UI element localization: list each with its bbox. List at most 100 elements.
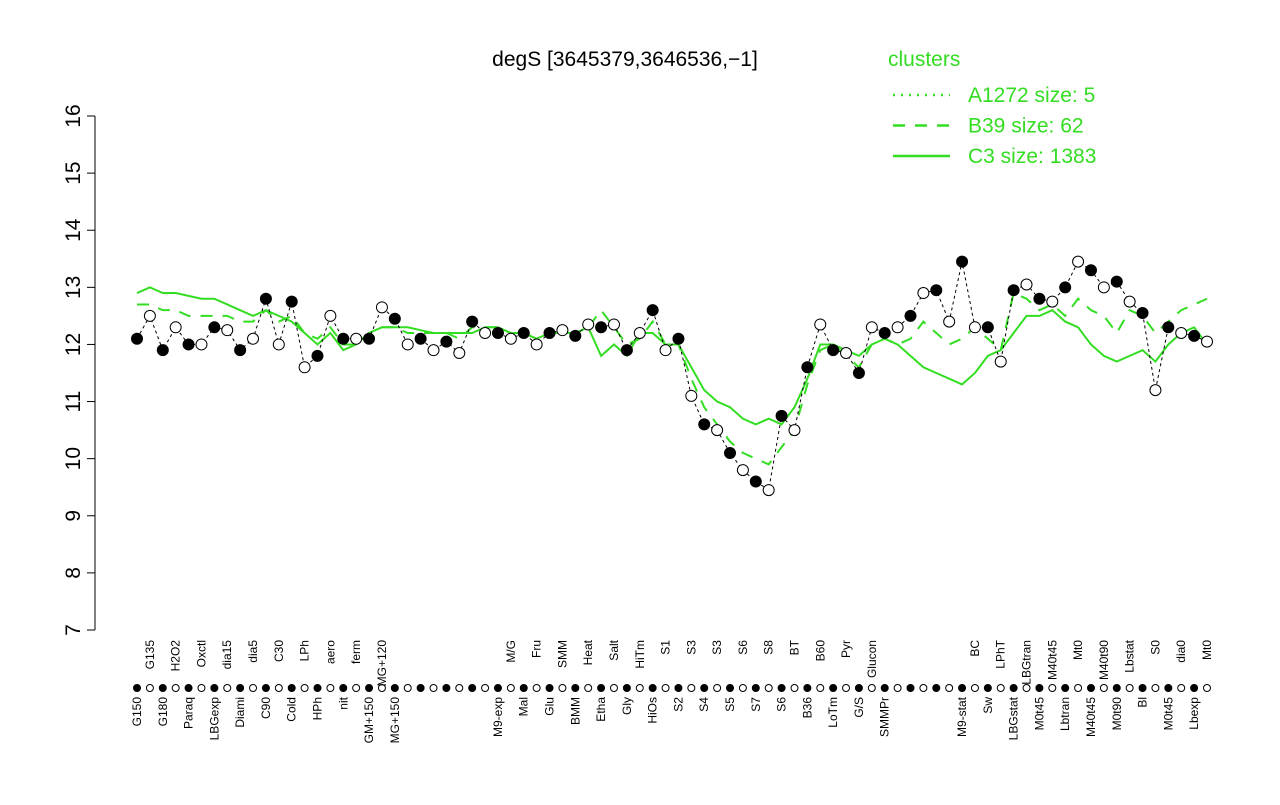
rug	[532, 684, 541, 692]
cluster-line	[137, 291, 1208, 466]
x-tick-label: LPh	[298, 640, 312, 661]
x-tick-label: HPh	[310, 697, 324, 720]
point	[375, 301, 388, 314]
y-tick-label: 12	[62, 333, 85, 356]
point	[388, 312, 401, 325]
x-tick-label: S6	[736, 640, 750, 655]
rug	[622, 684, 631, 692]
point	[956, 255, 969, 268]
point	[208, 321, 221, 334]
point	[968, 321, 981, 334]
x-tick-label: M9-exp	[491, 697, 505, 737]
point	[724, 446, 737, 459]
point	[930, 284, 943, 297]
x-tick-label: M40t90	[1097, 640, 1111, 680]
rug	[867, 684, 876, 692]
x-tick-label: Cold	[285, 697, 299, 722]
y-tick-label: 14	[62, 218, 85, 242]
x-tick-label: M9-stat	[955, 696, 969, 737]
rug	[1177, 684, 1186, 692]
rug	[1151, 684, 1160, 692]
rug	[829, 684, 838, 692]
x-tick-label: Fru	[530, 640, 544, 658]
x-tick-label: Heat	[581, 639, 595, 665]
rug	[958, 684, 967, 692]
x-tick-label: M0t90	[1110, 697, 1124, 731]
point	[788, 424, 801, 437]
x-tick-label: HiOs	[646, 697, 660, 724]
rug	[352, 684, 361, 692]
legend-title: clusters	[888, 48, 960, 71]
x-tick-label: SMM	[555, 640, 569, 668]
rug	[700, 684, 709, 692]
rug	[493, 684, 502, 692]
point	[1201, 335, 1213, 348]
x-tick-label: S0	[1148, 640, 1162, 655]
legend-label: B39 size: 62	[968, 115, 1084, 138]
rug	[687, 684, 696, 692]
point	[1084, 264, 1097, 277]
x-tick-label: S7	[749, 697, 763, 712]
rug	[1138, 684, 1147, 692]
x-tick-label: G135	[143, 640, 157, 670]
point	[131, 332, 143, 345]
point	[491, 327, 504, 340]
point	[504, 332, 517, 345]
x-tick-label: S5	[723, 697, 737, 712]
x-tick-label: B60	[813, 640, 827, 662]
point	[685, 389, 698, 402]
x-tick-label: dia0	[1174, 640, 1188, 663]
point	[182, 338, 195, 351]
x-tick-label: Lbtran	[1058, 697, 1072, 731]
rug	[1035, 684, 1044, 692]
point	[1136, 307, 1149, 320]
point	[775, 409, 788, 422]
point	[659, 344, 672, 357]
rug	[970, 684, 979, 692]
rug	[184, 684, 193, 692]
rug	[545, 684, 554, 692]
x-tick-label: LBGtran	[1020, 640, 1034, 685]
rug	[661, 684, 670, 692]
point	[285, 295, 298, 308]
point	[736, 464, 749, 477]
rug	[1112, 684, 1121, 692]
rug	[287, 684, 296, 692]
x-tick-label: S1	[659, 640, 673, 655]
chart-title: degS [3645379,3646536,−1]	[492, 48, 758, 71]
rug	[1009, 684, 1018, 692]
point	[466, 315, 479, 328]
rug	[326, 684, 335, 692]
point	[1110, 275, 1123, 288]
x-tick-label: Sw	[981, 697, 995, 714]
point	[247, 332, 260, 345]
rug	[158, 684, 167, 692]
rug	[674, 684, 683, 692]
gene-line	[136, 260, 1208, 491]
x-tick-label: G150	[130, 697, 144, 727]
x-tick-label: S6	[775, 697, 789, 712]
point	[840, 347, 853, 360]
rug	[713, 684, 722, 692]
x-tick-label: dia5	[246, 640, 260, 663]
point	[1123, 295, 1136, 308]
x-tick-label: M/G	[504, 640, 518, 663]
point	[324, 309, 337, 322]
point	[414, 332, 427, 345]
x-tick-label: S2	[671, 697, 685, 712]
rug	[1190, 684, 1199, 692]
rug	[455, 684, 464, 692]
point	[479, 327, 492, 340]
point	[904, 309, 917, 322]
x-tick-label: LBGstat	[1007, 696, 1021, 740]
point	[530, 338, 543, 351]
x-tick-label: dia15	[220, 640, 234, 670]
point	[762, 484, 775, 497]
rug	[816, 684, 825, 692]
point	[814, 318, 827, 331]
x-tick-label: ferm	[349, 640, 363, 664]
rug	[390, 684, 399, 692]
point	[1007, 284, 1020, 297]
point	[620, 344, 633, 357]
point	[427, 344, 440, 357]
